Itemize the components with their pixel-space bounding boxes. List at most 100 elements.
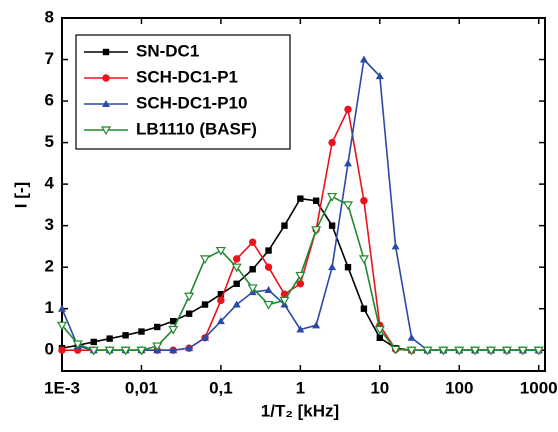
legend-label: LB1110 (BASF) [136, 119, 257, 138]
marker [279, 296, 290, 306]
marker [376, 334, 384, 341]
x-axis-label: 1/T₂ [kHz] [261, 401, 339, 420]
marker [344, 263, 352, 271]
y-tick-label: 3 [45, 215, 54, 234]
marker [249, 266, 256, 273]
marker [185, 310, 193, 317]
marker [58, 346, 66, 354]
marker [264, 263, 273, 271]
marker [501, 346, 512, 356]
y-tick-label: 7 [45, 49, 54, 68]
marker [390, 345, 401, 355]
marker [374, 325, 385, 335]
marker [344, 159, 353, 167]
legend-label: SCH-DC1-P10 [136, 93, 247, 112]
marker [281, 222, 288, 229]
marker [360, 305, 368, 312]
marker [169, 346, 178, 354]
marker [517, 346, 528, 356]
legend-label: SCH-DC1-P1 [136, 67, 238, 86]
marker [533, 346, 544, 356]
marker [201, 301, 209, 308]
marker [120, 346, 131, 356]
marker [90, 338, 97, 346]
marker [154, 323, 161, 331]
marker [247, 284, 258, 294]
marker [328, 263, 337, 271]
marker [470, 346, 481, 356]
y-tick-label: 0 [45, 340, 54, 359]
marker [360, 197, 368, 205]
marker [312, 197, 320, 204]
plot-frame [61, 17, 546, 372]
marker [100, 126, 112, 136]
marker [407, 333, 416, 341]
marker [295, 271, 306, 281]
marker [102, 48, 110, 56]
marker [265, 247, 272, 254]
y-tick-label: 4 [45, 174, 55, 193]
marker [136, 346, 147, 356]
marker [264, 286, 273, 294]
x-tick-label: 1000 [520, 378, 558, 397]
y-axis-label: I [-] [11, 182, 30, 208]
marker [263, 300, 274, 310]
marker [328, 138, 336, 147]
marker [454, 346, 465, 356]
marker [168, 325, 179, 335]
marker [248, 238, 257, 246]
marker [152, 342, 163, 352]
marker [232, 300, 241, 308]
marker [231, 263, 242, 273]
x-tick-label: 1 [296, 378, 305, 397]
marker [88, 346, 99, 356]
legend-label: SN-DC1 [136, 41, 199, 60]
y-tick-label: 6 [45, 91, 54, 110]
y-tick-label: 8 [45, 7, 54, 26]
marker [201, 333, 210, 341]
marker [102, 100, 110, 107]
marker [104, 346, 115, 356]
x-tick-label: 10 [370, 378, 389, 397]
y-tick-label: 5 [45, 132, 54, 151]
marker [297, 195, 304, 202]
legend: SN-DC1 SCH-DC1-P1 SCH-DC1-P10 LB1110 (BASF) [75, 34, 291, 150]
x-tick-label: 100 [445, 378, 473, 397]
marker [106, 335, 113, 342]
marker [217, 290, 225, 298]
marker [184, 292, 195, 302]
y-tick-label: 1 [45, 298, 54, 317]
marker [485, 346, 497, 356]
marker [391, 242, 400, 250]
marker [344, 105, 352, 114]
marker [122, 332, 129, 339]
marker [185, 344, 194, 352]
marker [296, 325, 305, 333]
marker [406, 346, 417, 356]
marker [233, 280, 240, 287]
marker [232, 255, 241, 263]
marker [422, 346, 433, 356]
marker [102, 74, 110, 82]
marker [296, 280, 305, 288]
marker [138, 328, 145, 335]
x-tick-label: 0,1 [209, 378, 233, 397]
marker [342, 201, 354, 211]
marker [215, 246, 226, 256]
marker [359, 55, 368, 63]
marker [199, 255, 211, 265]
marker [170, 317, 177, 325]
marker [375, 72, 384, 80]
y-tick-label: 2 [45, 257, 54, 276]
marker [216, 317, 225, 325]
marker [312, 321, 321, 329]
x-tick-label: 1E-3 [44, 378, 80, 397]
marker [58, 304, 66, 312]
series [56, 192, 544, 356]
marker [311, 226, 322, 236]
marker [327, 192, 338, 202]
marker [358, 255, 369, 265]
marker [217, 296, 225, 305]
marker [328, 222, 336, 229]
